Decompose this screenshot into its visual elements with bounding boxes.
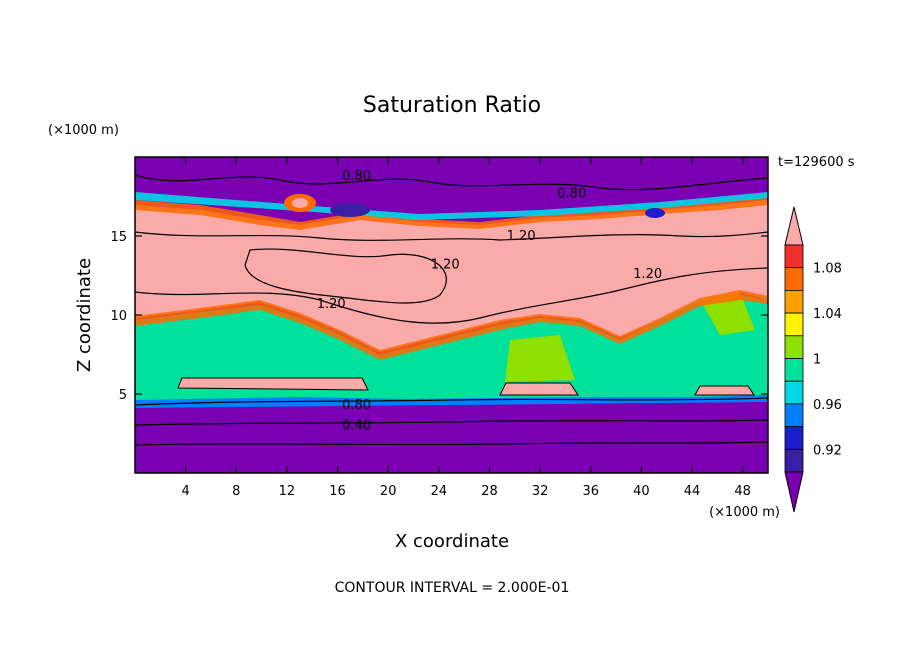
field-blob-4 (330, 203, 370, 217)
colorbar-swatch (784, 448, 804, 473)
time-label: t=129600 s (778, 155, 855, 170)
contour-label: 0.80 (342, 169, 371, 184)
contour-interval-note: CONTOUR INTERVAL = 2.000E-01 (335, 580, 570, 596)
colorbar (784, 206, 804, 513)
x-tick-label: 12 (279, 484, 296, 499)
colorbar-level-label: 1.08 (813, 262, 842, 277)
contour-label: 1.20 (317, 297, 346, 312)
x-tick-label: 28 (481, 484, 498, 499)
field-upper-transition (135, 197, 768, 230)
plot-field: 0.80 0.80 1.20 1.20 1.20 1.20 0.80 0.40 (135, 157, 768, 473)
colorbar-bottom-arrow (784, 471, 804, 513)
contour-labels: 0.80 0.80 1.20 1.20 1.20 1.20 0.80 0.40 (317, 169, 662, 434)
y-tick-label: 15 (110, 230, 127, 245)
colorbar-top-arrow (784, 206, 804, 246)
x-tick-label: 48 (734, 484, 751, 499)
field-patch-3 (694, 385, 755, 396)
y-tick-label: 5 (119, 388, 127, 403)
y-tick-label: 10 (110, 309, 127, 324)
field-patch-2 (499, 382, 579, 396)
y-axis-label: Z coordinate (74, 258, 95, 372)
contour-line-120-a (135, 231, 768, 241)
x-tick-label: 44 (684, 484, 701, 499)
contour-line-upper-080 (135, 174, 768, 191)
x-axis-label: X coordinate (395, 531, 509, 552)
contour-label: 1.20 (507, 229, 536, 244)
x-axis-ticks: 4 8 12 16 20 24 28 32 36 40 44 48 (181, 157, 751, 499)
field-upper-layer (135, 200, 768, 352)
colorbar-swatch (784, 380, 804, 405)
contour-label: 0.80 (342, 398, 371, 413)
contour-line-040 (135, 419, 768, 426)
colorbar-level-label: 1.04 (813, 307, 842, 322)
x-unit-label: (×1000 m) (709, 505, 780, 520)
x-tick-label: 24 (431, 484, 448, 499)
x-tick-label: 40 (633, 484, 650, 499)
contour-label: 1.20 (431, 257, 460, 272)
colorbar-swatch (784, 403, 804, 427)
colorbar-level-label: 1 (813, 353, 821, 368)
x-tick-label: 4 (181, 484, 189, 499)
field-blob-3 (645, 208, 665, 218)
colorbar-swatch (784, 335, 804, 359)
field-patch-1 (177, 377, 369, 391)
field-mid-light (505, 335, 575, 382)
contour-line-low (135, 441, 768, 446)
contour-line-lower-080 (135, 397, 768, 406)
field-blob-2 (292, 198, 308, 208)
colorbar-swatch (784, 267, 804, 291)
field-upper-cyan (135, 192, 768, 220)
contour-line-120-b (244, 248, 447, 304)
field-lower-band (135, 395, 768, 408)
colorbar-level-label: 0.96 (813, 398, 842, 413)
x-tick-label: 36 (582, 484, 599, 499)
colorbar-swatch (784, 426, 804, 450)
colorbar-swatch (784, 244, 804, 269)
contour-line-120-c (135, 267, 768, 324)
chart-title: Saturation Ratio (363, 93, 541, 118)
x-tick-label: 16 (329, 484, 346, 499)
x-tick-label: 8 (232, 484, 240, 499)
colorbar-swatch (784, 289, 804, 314)
colorbar-level-label: 0.92 (813, 443, 842, 458)
x-tick-label: 20 (380, 484, 397, 499)
contour-label: 0.80 (557, 186, 586, 201)
colorbar-swatch (784, 312, 804, 337)
x-tick-label: 32 (532, 484, 549, 499)
contour-label: 0.40 (342, 419, 371, 434)
y-axis-ticks: 5 10 15 (110, 230, 768, 403)
colorbar-swatch (784, 358, 804, 382)
y-unit-label: (×1000 m) (48, 123, 119, 138)
contour-label: 1.20 (633, 267, 662, 282)
colorbar-labels: 0.92 0.96 1 1.04 1.08 (813, 262, 842, 459)
